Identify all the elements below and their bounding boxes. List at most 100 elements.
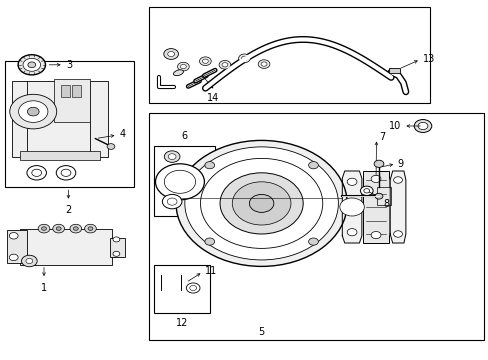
Text: 11: 11 [205,266,217,276]
Bar [5,61,134,187]
Text: 1: 1 [41,283,47,293]
Circle shape [53,224,64,233]
Circle shape [184,147,338,260]
Circle shape [9,233,18,239]
Circle shape [222,63,227,67]
Circle shape [41,227,46,230]
Circle shape [155,164,204,200]
Circle shape [162,194,182,209]
Circle shape [9,254,18,261]
Circle shape [393,231,402,237]
Circle shape [107,144,115,149]
Bar [110,238,124,257]
Text: 8: 8 [382,199,388,209]
Circle shape [27,107,39,116]
Bar [154,146,215,216]
Circle shape [163,49,178,59]
Bar [20,229,112,265]
Circle shape [21,255,37,267]
Circle shape [38,224,50,233]
Bar [149,7,429,103]
Circle shape [186,283,200,293]
Text: 14: 14 [206,93,219,103]
Bar [12,81,107,157]
Bar [149,113,483,340]
Circle shape [180,64,186,69]
Bar [363,171,388,243]
Circle shape [26,258,33,264]
Bar [54,79,90,122]
Circle shape [346,178,356,185]
Bar [20,151,100,160]
Circle shape [370,175,380,183]
Circle shape [27,166,46,180]
Circle shape [373,160,383,167]
Text: 9: 9 [397,159,403,169]
Circle shape [56,166,76,180]
Circle shape [168,154,176,159]
Text: 13: 13 [422,54,434,64]
Text: 5: 5 [258,327,264,337]
Circle shape [219,60,230,69]
Circle shape [23,58,41,71]
Circle shape [308,238,318,245]
Circle shape [413,120,431,132]
Circle shape [113,251,120,256]
Circle shape [241,56,247,60]
Circle shape [19,101,48,122]
Bar [72,85,81,97]
Circle shape [346,229,356,236]
Bar [376,187,390,205]
Circle shape [417,122,427,130]
Circle shape [199,57,211,66]
Circle shape [18,55,45,75]
Circle shape [232,182,290,225]
Bar [388,68,400,73]
Circle shape [61,169,71,176]
Circle shape [360,186,372,195]
Circle shape [167,198,177,205]
Circle shape [10,94,57,129]
Circle shape [204,162,214,169]
Text: 3: 3 [66,60,72,70]
Circle shape [308,162,318,169]
Circle shape [70,224,81,233]
Circle shape [164,151,180,162]
Bar [61,85,70,97]
Circle shape [202,59,208,63]
Circle shape [167,51,174,57]
Circle shape [370,231,380,239]
Polygon shape [342,171,361,243]
Ellipse shape [173,70,183,76]
Text: 12: 12 [176,318,188,328]
Text: 4: 4 [120,129,126,139]
Circle shape [28,62,36,68]
Circle shape [164,170,195,193]
Circle shape [73,227,78,230]
Circle shape [204,238,214,245]
Text: 10: 10 [388,121,400,131]
Text: 6: 6 [181,131,187,141]
Circle shape [220,173,303,234]
Text: 2: 2 [65,205,71,215]
Circle shape [56,227,61,230]
Circle shape [339,198,364,216]
Text: 7: 7 [378,132,385,142]
Circle shape [88,227,93,230]
Circle shape [113,237,120,242]
Circle shape [176,140,346,266]
Polygon shape [389,171,405,243]
Circle shape [238,54,250,63]
Circle shape [374,193,382,199]
Circle shape [258,60,269,68]
Circle shape [249,194,273,212]
Circle shape [200,158,322,248]
Circle shape [32,169,41,176]
Circle shape [363,189,369,193]
Circle shape [177,62,189,71]
Circle shape [261,62,266,66]
Circle shape [84,224,96,233]
Bar [7,230,27,263]
Circle shape [393,177,402,183]
Bar [154,265,210,313]
